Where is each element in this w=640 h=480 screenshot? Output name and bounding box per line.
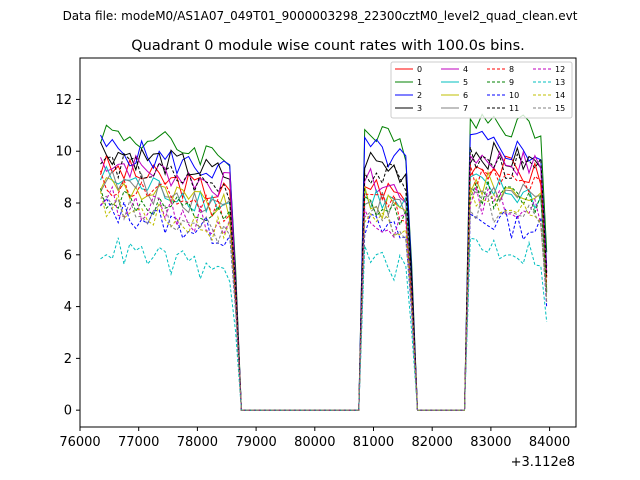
x-tick-label: 78000 bbox=[177, 435, 218, 450]
x-tick-label: 76000 bbox=[59, 435, 100, 450]
legend-label-0: 0 bbox=[417, 65, 422, 74]
legend-label-5: 5 bbox=[463, 78, 468, 87]
legend-box bbox=[390, 61, 573, 119]
legend-label-9: 9 bbox=[509, 78, 514, 87]
series-line-11 bbox=[100, 147, 548, 411]
y-tick-label: 6 bbox=[64, 248, 72, 263]
chart-title: Quadrant 0 module wise count rates with … bbox=[131, 38, 525, 54]
y-axis: 0 2 4 6 8 10 12 bbox=[55, 93, 80, 419]
x-axis: 76000 77000 78000 79000 80000 81000 82000 83000… bbox=[59, 427, 570, 450]
x-tick-label: 80000 bbox=[294, 435, 335, 450]
legend-label-3: 3 bbox=[417, 104, 422, 113]
legend-label-15: 15 bbox=[555, 104, 565, 113]
legend-label-10: 10 bbox=[509, 91, 519, 100]
legend-label-4: 4 bbox=[463, 65, 468, 74]
legend-label-11: 11 bbox=[509, 104, 519, 113]
legend-label-7: 7 bbox=[463, 104, 468, 113]
series-line-6 bbox=[100, 170, 548, 411]
x-tick-label: 82000 bbox=[412, 435, 453, 450]
series-line-4 bbox=[100, 150, 548, 411]
series-line-10 bbox=[100, 197, 548, 411]
legend-label-6: 6 bbox=[463, 91, 468, 100]
legend-label-13: 13 bbox=[555, 78, 565, 87]
x-tick-label: 81000 bbox=[353, 435, 394, 450]
series-line-13 bbox=[100, 237, 548, 411]
y-tick-label: 10 bbox=[55, 145, 72, 160]
y-tick-label: 4 bbox=[64, 300, 72, 315]
legend-label-2: 2 bbox=[417, 91, 422, 100]
legend-label-1: 1 bbox=[417, 78, 422, 87]
x-offset-label: +3.112e8 bbox=[511, 455, 575, 470]
x-tick-label: 77000 bbox=[118, 435, 159, 450]
y-tick-label: 8 bbox=[64, 197, 72, 212]
x-tick-label: 79000 bbox=[235, 435, 276, 450]
series-line-2 bbox=[100, 130, 548, 411]
legend-label-14: 14 bbox=[555, 91, 565, 100]
suptitle: Data file: modeM0/AS1A07_049T01_90000032… bbox=[63, 9, 578, 23]
series-line-15 bbox=[100, 195, 548, 411]
plot-frame bbox=[79, 57, 577, 428]
series-lines bbox=[100, 113, 548, 411]
legend-label-12: 12 bbox=[555, 65, 565, 74]
x-tick-label: 83000 bbox=[470, 435, 511, 450]
y-tick-label: 2 bbox=[64, 352, 72, 367]
x-tick-label: 84000 bbox=[529, 435, 570, 450]
y-tick-label: 12 bbox=[55, 93, 72, 108]
y-tick-label: 0 bbox=[64, 404, 72, 419]
legend-label-8: 8 bbox=[509, 65, 514, 74]
